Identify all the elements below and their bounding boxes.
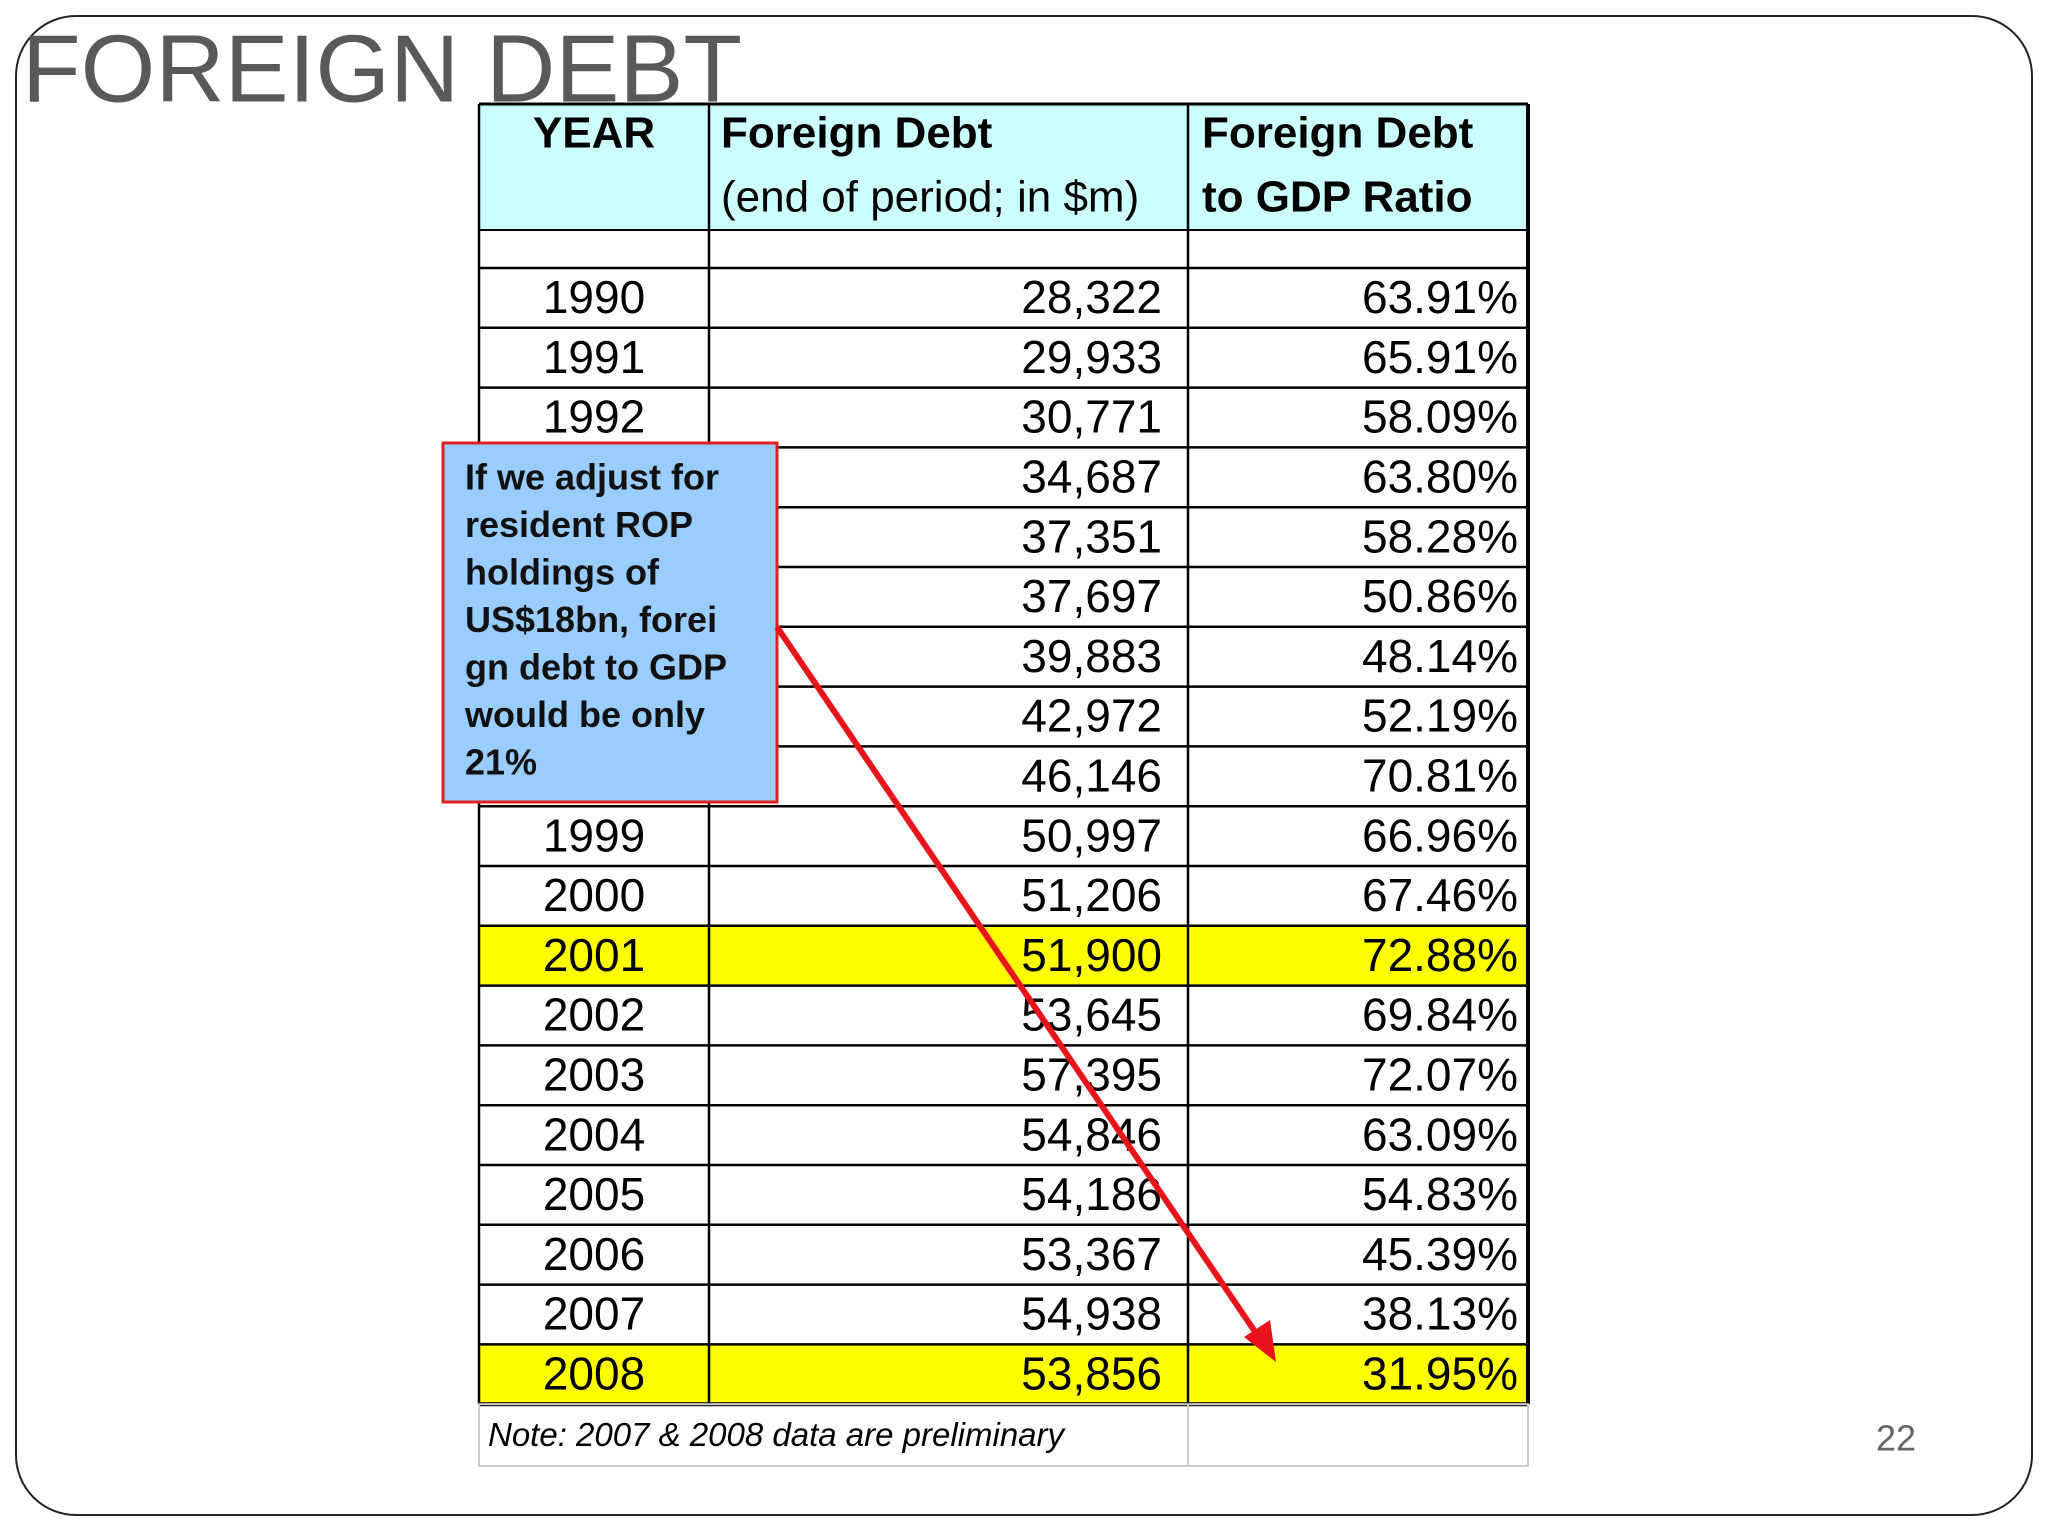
debt-cell: 54,186 [1021,1168,1162,1220]
callout-text: resident ROP [465,504,693,545]
year-cell: 1999 [543,809,645,861]
table-header [479,104,1528,230]
year-cell: 2002 [543,989,645,1041]
ratio-cell: 63.91% [1362,271,1518,323]
ratio-cell: 72.07% [1362,1048,1518,1100]
callout-text: 21% [465,742,537,783]
ratio-cell: 63.09% [1362,1108,1518,1160]
table-row [479,268,1528,328]
debt-cell: 37,351 [1021,510,1162,562]
ratio-cell: 54.83% [1362,1168,1518,1220]
debt-cell: 54,938 [1021,1288,1162,1340]
arrow-line [774,625,1265,1344]
header-cell: (end of period; in $m) [721,173,1139,222]
debt-cell: 53,367 [1021,1228,1162,1280]
ratio-cell: 72.88% [1362,929,1518,981]
year-cell: 2001 [543,929,645,981]
year-cell: 2007 [543,1288,645,1340]
ratio-cell: 69.84% [1362,989,1518,1041]
debt-cell: 46,146 [1021,749,1162,801]
ratio-cell: 38.13% [1362,1288,1518,1340]
callout-text: would be only [464,694,705,735]
table-row [479,806,1528,866]
table-row [479,985,1528,1046]
ratio-cell: 65.91% [1362,331,1518,383]
callout-text: US$18bn, forei [465,599,717,640]
callout-box [441,441,779,804]
ratio-cell: 48.14% [1362,630,1518,682]
ratio-cell: 58.09% [1362,391,1518,443]
year-cell: 2004 [543,1108,645,1160]
ratio-cell: 45.39% [1362,1228,1518,1280]
table-row [479,1344,1528,1405]
year-cell: 2003 [543,1048,645,1100]
year-cell: 2005 [543,1168,645,1220]
table-row [479,1105,1528,1165]
debt-cell: 28,322 [1021,271,1162,323]
note: Note: 2007 & 2008 data are preliminary [488,1416,1067,1453]
header-cell: Foreign Debt [1202,109,1474,158]
ratio-cell: 70.81% [1362,749,1518,801]
arrow-head [1244,1320,1276,1362]
debt-cell: 53,856 [1021,1347,1162,1399]
debt-cell: 29,933 [1021,331,1162,383]
ratio-cell: 31.95% [1362,1347,1518,1399]
debt-cell: 51,900 [1021,929,1162,981]
debt-cell: 42,972 [1021,690,1162,742]
year-cell: 2000 [543,869,645,921]
note-row [478,1403,1529,1467]
debt-cell: 51,206 [1021,869,1162,921]
table-row [479,1224,1528,1285]
debt-cell: 53,645 [1021,989,1162,1041]
header-cell: Foreign Debt [721,109,993,158]
table-row [479,1045,1528,1106]
header-cell: YEAR [533,109,655,158]
ratio-cell: 67.46% [1362,869,1518,921]
ratio-cell: 58.28% [1362,510,1518,562]
table-row [479,1284,1528,1345]
debt-cell: 30,771 [1021,391,1162,443]
debt-cell: 54,846 [1021,1108,1162,1160]
ratio-cell: 50.86% [1362,570,1518,622]
year-cell: 2008 [543,1347,645,1399]
table-row [479,327,1528,388]
table: YEAR Foreign Debt (end of period; in $m) Fo… [477,102,1530,1467]
debt-cell: 39,883 [1021,630,1162,682]
ratio-cell: 66.96% [1362,809,1518,861]
blank-row [479,230,1528,268]
callout-text: holdings of [465,552,660,593]
debt-cell: 50,997 [1021,809,1162,861]
page-number: 22 [1876,1418,1916,1459]
year-cell: 2006 [543,1228,645,1280]
header-cell: to GDP Ratio [1202,173,1473,222]
debt-cell: 34,687 [1021,450,1162,502]
callout-text: If we adjust for [465,457,719,498]
year-cell: 1991 [543,331,645,383]
table-row [479,1165,1528,1225]
ratio-cell: 63.80% [1362,450,1518,502]
year-cell: 1990 [543,271,645,323]
year-cell: 1992 [543,391,645,443]
table-row [479,387,1528,448]
callout-text: gn debt to GDP [465,647,727,688]
ratio-cell: 52.19% [1362,690,1518,742]
table-row [479,866,1528,926]
debt-cell: 37,697 [1021,570,1162,622]
